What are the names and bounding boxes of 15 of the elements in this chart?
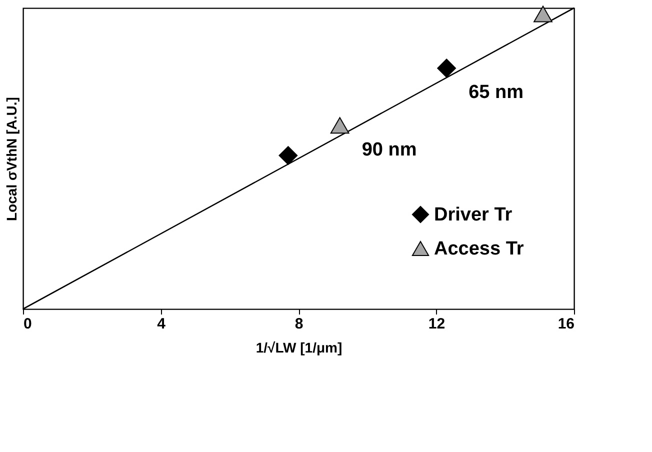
point <box>437 58 456 78</box>
point <box>330 117 350 134</box>
x-tick-label: 4 <box>157 316 166 332</box>
x-tick-label: 0 <box>24 316 32 332</box>
x-tick-label: 12 <box>428 316 446 332</box>
point <box>278 146 298 165</box>
y-axis-title: Local σVthN [A.U.] <box>4 97 20 221</box>
annotation: 65 nm <box>468 82 524 104</box>
x-tick-label: 8 <box>294 316 304 332</box>
point <box>534 6 552 22</box>
x-tick-label: 16 <box>558 316 574 332</box>
annotation: 90 nm <box>362 139 417 160</box>
x-axis-title: 1/√LW [1/μm] <box>256 340 342 356</box>
legend-label: Driver Tr <box>434 204 513 226</box>
legend-label: Access Tr <box>434 238 524 260</box>
